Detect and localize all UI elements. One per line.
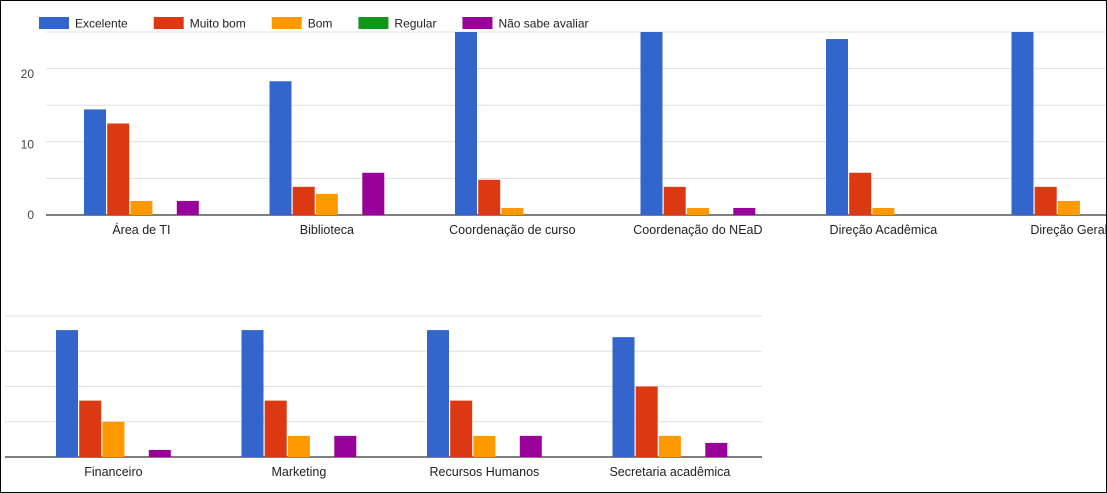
top-bar-0-2 bbox=[130, 200, 153, 215]
bottom-bar-0-4 bbox=[148, 449, 171, 457]
top-category-label-0: Área de TI bbox=[112, 222, 170, 237]
bottom-bar-1-0 bbox=[241, 330, 264, 457]
top-y-tick-10: 10 bbox=[21, 138, 35, 152]
bottom-bar-1-2 bbox=[287, 435, 310, 457]
top-bar-1-0 bbox=[269, 81, 292, 216]
bottom-bar-3-0 bbox=[612, 337, 635, 457]
top-category-label-3: Coordenação do NEaD bbox=[633, 223, 762, 237]
top-bar-0-0 bbox=[84, 109, 106, 215]
bottom-bar-0-2 bbox=[102, 421, 125, 457]
legend-label-1: Muito bom bbox=[190, 17, 246, 31]
top-bar-5-0 bbox=[1011, 32, 1034, 215]
bottom-category-label-1: Marketing bbox=[271, 465, 326, 479]
legend-swatch-1 bbox=[153, 17, 184, 29]
bottom-bar-1-1 bbox=[264, 400, 287, 457]
top-bar-3-4 bbox=[733, 207, 756, 215]
top-category-label-4: Direção Acadêmica bbox=[830, 223, 938, 237]
bottom-bar-2-1 bbox=[450, 400, 473, 457]
top-category-label-5: Direção Geral bbox=[1030, 223, 1106, 237]
bottom-bar-2-0 bbox=[427, 330, 449, 457]
bottom-bar-1-4 bbox=[334, 435, 357, 457]
legend-label-0: Excelente bbox=[75, 17, 128, 31]
top-bar-2-1 bbox=[478, 179, 501, 215]
top-category-label-2: Coordenação de curso bbox=[449, 223, 576, 237]
top-bar-3-1 bbox=[663, 186, 686, 215]
legend-label-2: Bom bbox=[308, 17, 333, 31]
bottom-bar-3-4 bbox=[705, 442, 728, 457]
legend-swatch-2 bbox=[271, 17, 302, 29]
top-y-tick-0: 0 bbox=[27, 208, 34, 222]
top-category-label-1: Biblioteca bbox=[300, 223, 354, 237]
bottom-category-label-0: Financeiro bbox=[84, 465, 142, 479]
top-bar-3-2 bbox=[686, 207, 709, 215]
bottom-bar-3-2 bbox=[658, 435, 681, 457]
bottom-bar-2-4 bbox=[519, 435, 542, 457]
top-bar-0-4 bbox=[176, 200, 199, 215]
legend-label-3: Regular bbox=[394, 17, 436, 31]
bottom-bar-2-2 bbox=[473, 435, 496, 457]
legend-swatch-0 bbox=[39, 17, 69, 29]
top-bar-3-0 bbox=[640, 32, 663, 215]
top-bar-5-1 bbox=[1034, 186, 1057, 215]
top-bar-1-2 bbox=[315, 193, 338, 215]
legend-swatch-3 bbox=[358, 17, 389, 29]
top-bar-4-0 bbox=[826, 39, 848, 216]
top-y-tick-20: 20 bbox=[21, 67, 35, 81]
bottom-category-label-3: Secretaria acadêmica bbox=[609, 465, 730, 479]
bottom-bar-3-1 bbox=[635, 386, 658, 457]
legend-swatch-4 bbox=[462, 17, 493, 29]
top-bar-5-2 bbox=[1057, 200, 1080, 215]
top-bar-2-2 bbox=[501, 207, 524, 215]
top-bar-2-0 bbox=[455, 32, 477, 215]
bottom-bar-0-0 bbox=[56, 330, 78, 457]
top-bar-1-1 bbox=[292, 186, 315, 215]
top-bar-4-1 bbox=[849, 172, 872, 215]
legend-label-4: Não sabe avaliar bbox=[498, 17, 588, 31]
top-bar-1-4 bbox=[362, 172, 385, 215]
bottom-bar-0-1 bbox=[79, 400, 102, 457]
top-bar-0-1 bbox=[107, 123, 130, 215]
bottom-category-label-2: Recursos Humanos bbox=[430, 465, 540, 479]
top-bar-4-2 bbox=[872, 207, 895, 215]
